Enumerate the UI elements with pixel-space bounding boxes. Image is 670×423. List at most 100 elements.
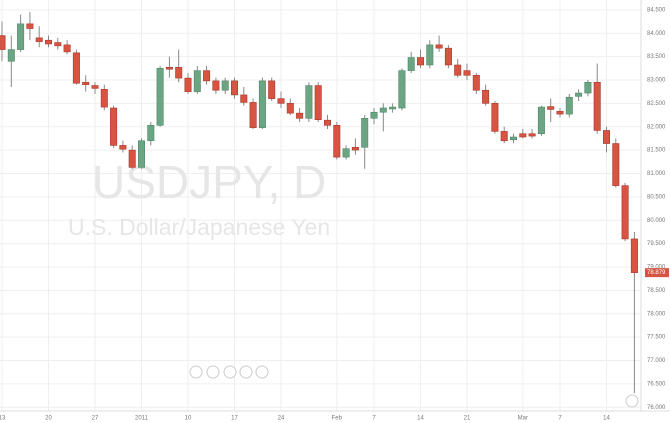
candle-body — [212, 80, 220, 91]
x-tick-label: 14 — [603, 416, 610, 422]
candle-body — [379, 107, 387, 113]
candle-body — [110, 107, 118, 146]
candle-body — [602, 130, 610, 144]
candle-body — [398, 70, 406, 109]
x-tick-label: 24 — [278, 416, 285, 422]
candle-body — [575, 92, 583, 97]
x-tick-label: 14 — [417, 416, 424, 422]
y-tick-label: 84.000 — [647, 31, 666, 37]
y-tick-label: 77.500 — [647, 335, 666, 341]
y-tick-label: 78.000 — [647, 311, 666, 317]
candle-body — [54, 42, 62, 47]
candle-body — [407, 57, 415, 71]
x-tick-label: 10 — [185, 416, 192, 422]
candle-body — [175, 67, 183, 79]
candle-body — [63, 44, 71, 53]
last-price-box — [645, 268, 669, 278]
auto-scale-button[interactable] — [625, 394, 639, 408]
candle-body — [305, 85, 313, 119]
nav-button[interactable] — [239, 365, 253, 379]
watermark-description: U.S. Dollar/Japanese Yen — [68, 214, 330, 240]
candle-body — [91, 85, 99, 89]
candles — [0, 12, 638, 394]
last-price-label: 78.879 — [647, 270, 666, 276]
candle-body — [584, 81, 592, 94]
candle-body — [156, 67, 164, 126]
x-tick-label: 17 — [231, 416, 238, 422]
candle-body — [72, 52, 80, 84]
nav-button[interactable] — [255, 365, 269, 379]
y-tick-label: 78.500 — [647, 288, 666, 294]
candle-body — [509, 136, 517, 141]
x-tick-label: 13 — [0, 416, 6, 422]
candle-body — [630, 238, 638, 273]
candle-body — [351, 146, 359, 151]
candle-body — [621, 185, 629, 240]
candle-body — [286, 103, 294, 114]
candle-body — [128, 149, 136, 168]
candle-body — [519, 133, 527, 138]
nav-button[interactable] — [223, 365, 237, 379]
axes: 76.000 76.500 77.000 77.500 78.000 78.500 79.0… — [0, 7, 669, 422]
candle-body — [249, 102, 257, 128]
candle-body — [100, 89, 108, 108]
y-tick-label: 77.000 — [647, 358, 666, 364]
x-tick-label: 21 — [464, 416, 471, 422]
candle-body — [454, 64, 462, 76]
candle-body — [258, 80, 266, 128]
y-tick-label: 83.500 — [647, 54, 666, 60]
candle-body — [184, 77, 192, 92]
y-tick-label: 84.500 — [647, 7, 666, 13]
candle-body — [593, 81, 601, 131]
x-tick-label: 2011 — [135, 416, 149, 422]
candle-body — [463, 70, 471, 76]
candle-body — [314, 85, 322, 120]
x-tick-label: Mar — [518, 416, 528, 422]
candle-body — [165, 67, 173, 70]
candle-body — [221, 80, 229, 91]
candle-body — [435, 44, 443, 49]
candle-body — [556, 110, 564, 115]
candle-body — [426, 44, 434, 66]
candle-body — [491, 103, 499, 132]
candle-body — [547, 106, 555, 110]
x-tick-label: Feb — [332, 416, 343, 422]
candle-body — [361, 117, 369, 148]
y-tick-label: 76.000 — [647, 405, 666, 411]
candle-body — [7, 49, 15, 62]
candle-body — [323, 119, 331, 126]
candle-body — [370, 111, 378, 119]
candle-body — [444, 47, 452, 66]
candle-body — [296, 112, 304, 119]
candle-body — [26, 23, 34, 29]
candle-body — [268, 80, 276, 99]
y-tick-label: 82.000 — [647, 124, 666, 130]
navigation-buttons — [189, 365, 639, 408]
watermark-symbol: USDJPY, D — [92, 156, 326, 208]
candle-body — [193, 70, 201, 92]
y-tick-label: 80.500 — [647, 194, 666, 200]
candle-body — [44, 39, 52, 45]
y-tick-label: 76.500 — [647, 381, 666, 387]
candle-body — [333, 125, 341, 158]
candle-body — [138, 140, 146, 168]
x-tick-label: 7 — [372, 416, 376, 422]
candle-body — [0, 35, 6, 50]
candle-body — [342, 148, 350, 158]
nav-button[interactable] — [189, 365, 203, 379]
candle-body — [472, 74, 480, 91]
candle-body — [147, 125, 155, 142]
y-tick-label: 83.000 — [647, 78, 666, 84]
candle-body — [17, 23, 25, 50]
y-tick-label: 81.000 — [647, 171, 666, 177]
candle-body — [35, 37, 43, 42]
candle-body — [528, 133, 536, 137]
candle-body — [82, 81, 90, 85]
nav-button[interactable] — [206, 365, 220, 379]
candle-body — [500, 131, 508, 142]
y-tick-label: 81.500 — [647, 148, 666, 154]
y-tick-label: 79.000 — [647, 265, 666, 271]
y-tick-label: 80.000 — [647, 218, 666, 224]
